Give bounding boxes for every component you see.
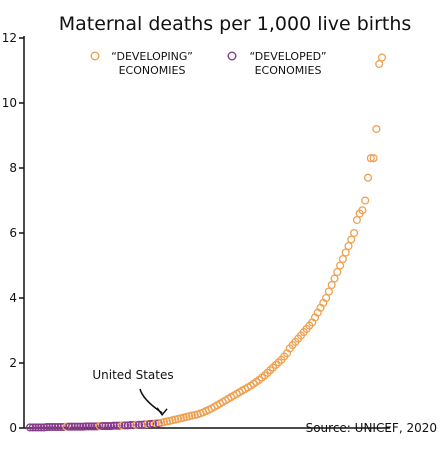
data-point [350,228,359,238]
y-tick-label: 0 [9,421,17,435]
data-point [31,423,40,432]
data-point [366,154,375,163]
data-point [137,420,146,429]
data-point [95,422,104,431]
data-point [372,124,381,134]
data-point [67,422,76,431]
data-point [79,422,88,431]
data-point [341,248,350,257]
source-note: Source: UNICEF, 2020 [306,421,437,435]
data-point [361,196,370,205]
data-point [344,241,353,251]
y-tick-label: 10 [2,96,17,110]
data-point [101,422,110,431]
annotation-label: United States [92,368,173,382]
data-points [25,53,387,432]
legend-label: “DEVELOPED” [249,50,326,63]
data-point [123,421,132,430]
y-tick-label: 2 [9,356,17,370]
data-point [347,235,356,244]
data-point [338,254,347,264]
data-point [90,422,99,431]
data-point [28,423,37,432]
data-point [45,422,54,432]
data-point [112,421,121,430]
data-point [129,421,138,430]
data-point [358,206,367,215]
chart-title: Maternal deaths per 1,000 live births [59,13,412,35]
data-point [42,422,51,432]
data-point [336,261,345,270]
data-point [106,422,116,431]
data-point [369,154,378,163]
data-point [126,421,135,430]
data-point [65,422,74,431]
data-point [115,421,124,430]
annotations: United States [92,368,174,417]
data-point [70,422,79,431]
data-point [53,422,62,432]
data-point [143,420,152,429]
data-point [146,420,155,429]
data-point [120,421,130,430]
data-point [37,423,46,432]
data-point [330,274,339,283]
legend: “DEVELOPING”ECONOMIES“DEVELOPED”ECONOMIE… [90,50,327,77]
data-point [48,422,57,432]
data-point [140,420,149,429]
data-point [104,422,113,431]
data-point [109,421,118,430]
data-point [327,280,336,290]
data-point [73,422,82,431]
data-point [333,267,342,277]
axes: 0 2 4 6 8 10 12 [2,31,390,435]
data-point [352,215,361,225]
data-point [375,59,384,69]
data-point [56,422,65,432]
legend-label: “DEVELOPING” [111,50,193,63]
data-point [377,53,387,62]
data-point [132,420,141,429]
data-point [363,173,373,182]
legend-label: ECONOMIES [119,64,186,77]
y-tick-label: 6 [9,226,17,240]
data-point [118,421,127,430]
legend-marker [227,51,237,61]
y-tick-label: 4 [9,291,17,305]
legend-marker [90,51,100,61]
data-point [25,423,35,432]
data-point [34,423,43,432]
data-point [59,422,68,432]
y-tick-label: 12 [2,31,17,45]
data-point [87,422,96,431]
data-point [134,420,144,429]
data-point [322,293,331,303]
data-point [92,422,102,431]
y-tick-label: 8 [9,161,17,175]
data-point [84,422,93,431]
data-point [62,422,71,431]
legend-label: ECONOMIES [255,64,322,77]
data-point [324,287,333,296]
data-point [98,422,107,431]
data-point [151,419,160,428]
data-point [39,423,49,432]
annotation-arrowhead [156,407,168,417]
data-point [81,422,90,431]
data-point [148,419,157,428]
data-point [76,422,85,431]
data-point [51,422,60,432]
